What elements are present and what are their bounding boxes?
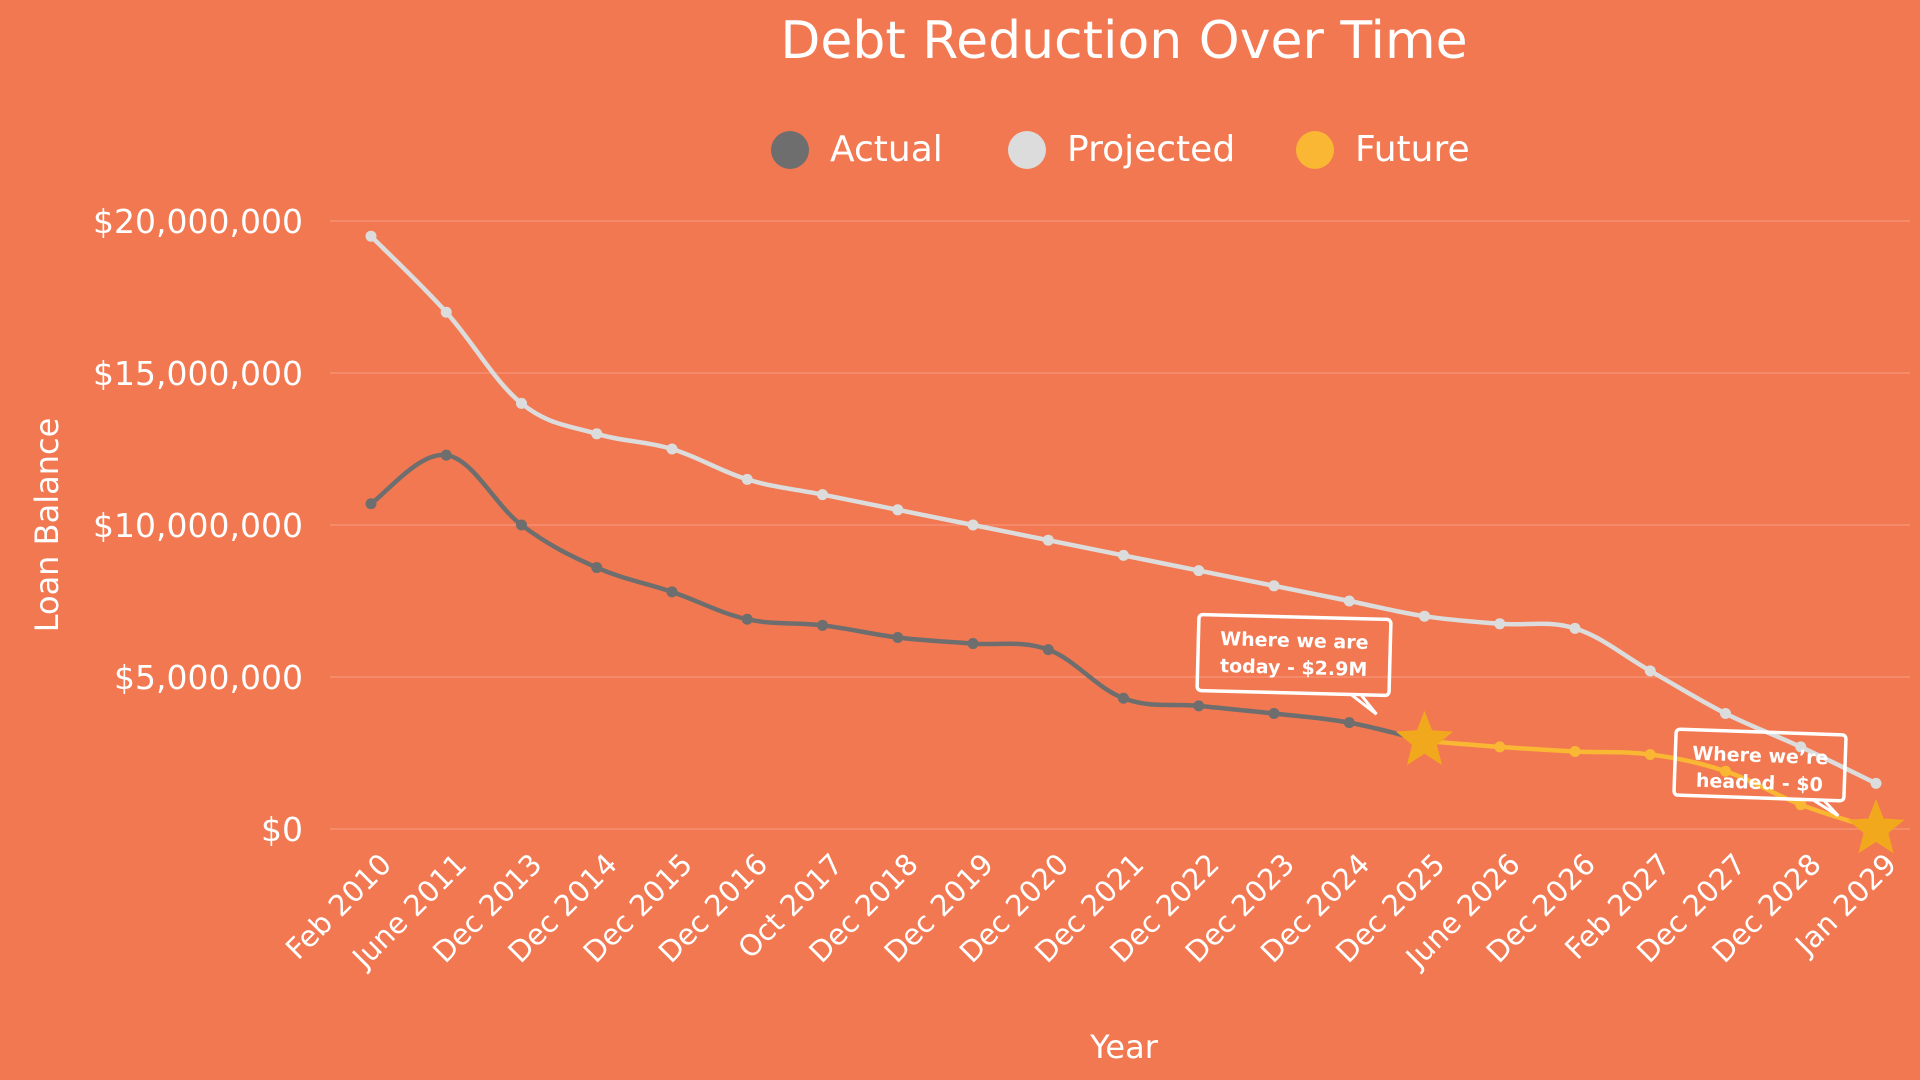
future-point (1795, 799, 1807, 811)
future-point (1644, 749, 1656, 761)
x-axis-label: Year (1089, 1028, 1159, 1066)
callout-tail (1346, 692, 1378, 716)
callout-text-line2: today - $2.9M (1220, 655, 1368, 681)
actual-point (666, 586, 678, 598)
projected-point (591, 428, 603, 440)
legend: Actual Projected Future (771, 129, 1470, 170)
actual-point (967, 638, 979, 650)
projected-point (817, 489, 828, 501)
legend-label-projected: Projected (1067, 129, 1235, 170)
future-point (1494, 741, 1506, 753)
series-points (365, 230, 1882, 835)
legend-marker-projected (1008, 131, 1046, 169)
projected-point (1720, 707, 1731, 719)
projected-point (365, 230, 377, 242)
y-tick-label: $10,000,000 (93, 506, 303, 545)
projected-point (1494, 618, 1506, 630)
actual-point (591, 562, 603, 574)
callout-box (1672, 727, 1848, 803)
projected-point (1644, 665, 1656, 677)
callout-text-line1: Where we are (1220, 628, 1369, 654)
actual-point (1268, 707, 1280, 719)
actual-point (817, 619, 828, 631)
y-axis-label: Loan Balance (28, 418, 66, 633)
legend-label-actual: Actual (830, 129, 943, 170)
callout-tail (1807, 798, 1840, 818)
projected-point (516, 397, 527, 409)
y-tick-label: $20,000,000 (93, 202, 303, 241)
actual-point (365, 498, 377, 510)
projected-point (666, 443, 678, 455)
actual-point (741, 613, 753, 625)
milestone-stars (1396, 710, 1905, 854)
callout-text-line2: headed - $0 (1696, 770, 1824, 796)
actual-point (516, 519, 527, 531)
projected-point (1042, 534, 1054, 546)
y-axis-ticks: $0 $5,000,000 $10,000,000 $15,000,000 $20,00… (93, 202, 303, 849)
legend-label-future: Future (1355, 129, 1470, 170)
actual-point (440, 449, 452, 461)
projected-point (1419, 610, 1430, 622)
projected-point (892, 504, 904, 516)
projected-point (967, 519, 979, 531)
projected-point (1870, 777, 1882, 789)
actual-point (1193, 700, 1205, 712)
future-point (1720, 765, 1731, 777)
chart-title: Debt Reduction Over Time (780, 11, 1467, 71)
actual-line (368, 452, 1427, 744)
milestone-star-icon (1847, 799, 1905, 854)
projected-point (1343, 595, 1355, 607)
future-point (1569, 745, 1581, 757)
callout-text-line1: Where we’re (1692, 743, 1829, 770)
projected-point (1268, 580, 1280, 592)
actual-point (892, 631, 904, 643)
projected-point (741, 473, 753, 485)
y-tick-label: $5,000,000 (114, 658, 303, 697)
y-tick-label: $0 (261, 810, 303, 849)
series-lines (368, 233, 1879, 832)
milestone-star-icon (1396, 710, 1453, 766)
callout-box (1195, 612, 1393, 698)
projected-point (440, 306, 452, 318)
projected-point (1118, 549, 1129, 561)
legend-marker-future (1296, 131, 1334, 169)
projected-point (1795, 741, 1807, 753)
projected-point (1569, 622, 1581, 634)
actual-point (1118, 692, 1129, 704)
actual-point (1343, 717, 1355, 729)
projected-point (1193, 565, 1205, 577)
actual-point (1042, 644, 1054, 656)
gridlines (330, 220, 1910, 830)
y-tick-label: $15,000,000 (93, 354, 303, 393)
legend-marker-actual (771, 131, 809, 169)
